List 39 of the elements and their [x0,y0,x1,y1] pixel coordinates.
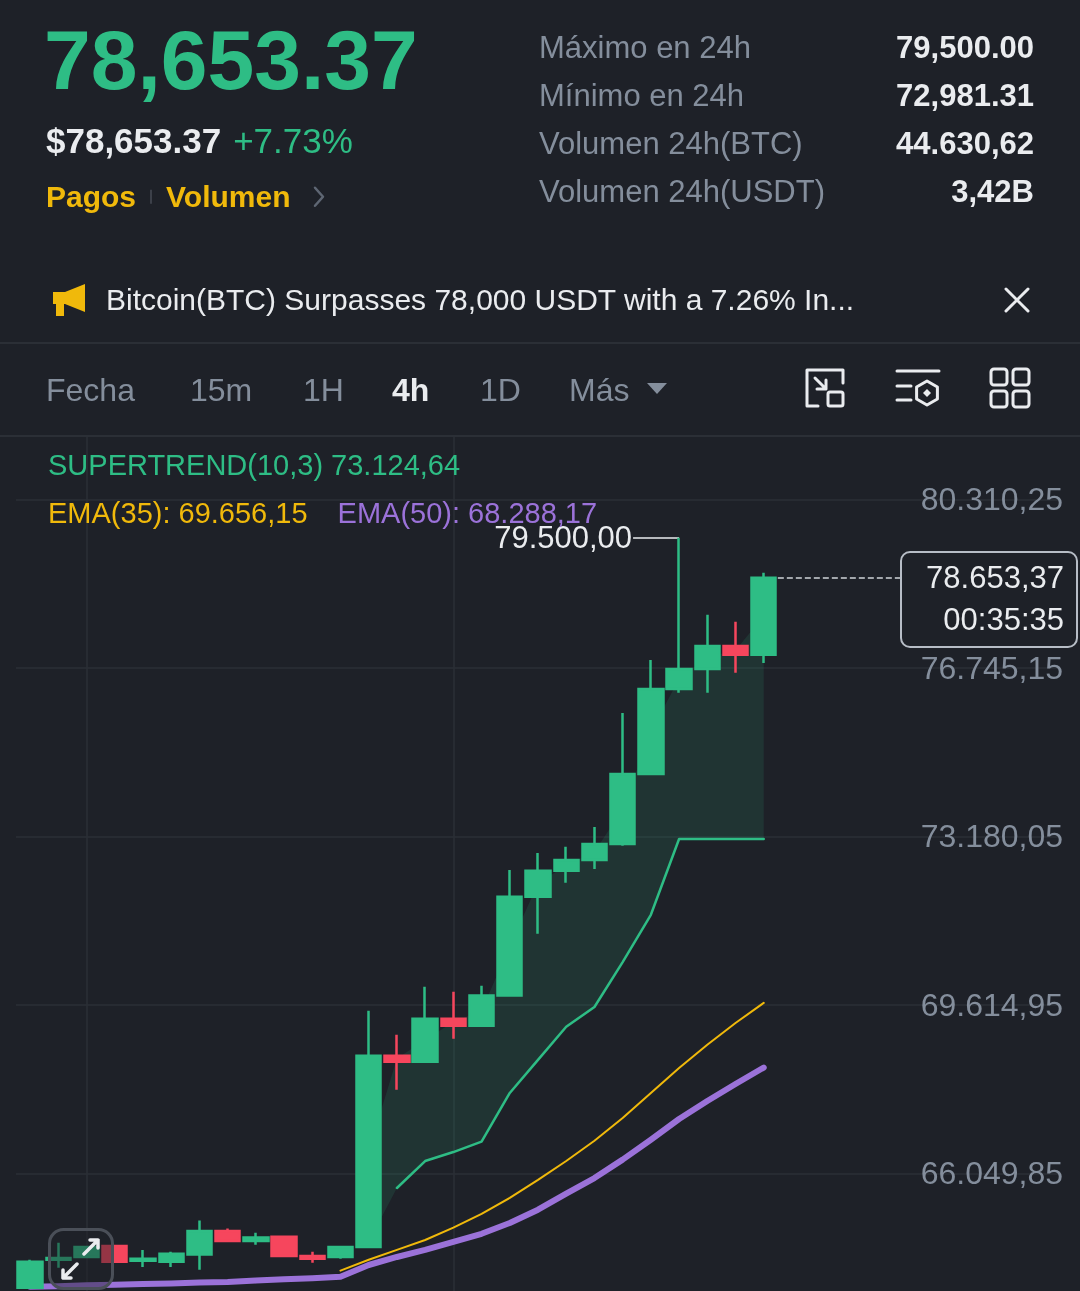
chart-title: 78,653.37 [44,12,418,107]
annotation: 78.653,37 [925,558,1064,597]
text: EMA(35): 69.656,15 [48,496,308,531]
text: 79,500.00 [896,30,1034,66]
text: Volumen [166,179,291,215]
text: Volumen 24h(USDT) [539,174,826,210]
candlestick [242,1231,270,1246]
y-tick-label: 69.614,95 [920,986,1063,1023]
text: 1D [480,371,521,409]
text: Bitcoin(BTC) Surpasses 78,000 USDT with a 7.26% In... [106,282,855,318]
text: Más [569,371,630,409]
candlestick [411,985,439,1064]
y-tick-label: 76.745,15 [920,649,1063,686]
y-tick-label: 66.049,85 [920,1155,1063,1192]
candlestick [750,571,777,665]
text: 44.630,62 [896,126,1034,162]
line-series [395,837,765,1190]
candlestick [722,620,749,675]
candlestick [101,1243,128,1264]
candlestick [440,990,467,1040]
text: 15m [190,371,253,409]
candlestick [214,1227,241,1243]
text: SUPERTREND(10,3) 73.124,64 [48,448,461,483]
text: Máximo en 24h [539,30,751,66]
text: 72,981.31 [896,78,1034,114]
text: Volumen 24h(BTC) [539,126,803,162]
annotation: 00:35:35 [942,600,1064,639]
text: 1H [303,371,344,409]
text: Fecha [46,371,135,409]
candlestick [383,1033,411,1091]
y-tick-label: 80.310,25 [920,481,1063,518]
text: $78,653.37 [46,120,222,162]
text: 4h [392,371,430,409]
text: 3,42B [951,174,1034,210]
text: Pagos [46,179,137,215]
line-series [339,1001,765,1272]
y-tick-label: 73.180,05 [920,818,1063,855]
text: Mínimo en 24h [539,78,745,114]
text: +7.73% [233,120,353,162]
